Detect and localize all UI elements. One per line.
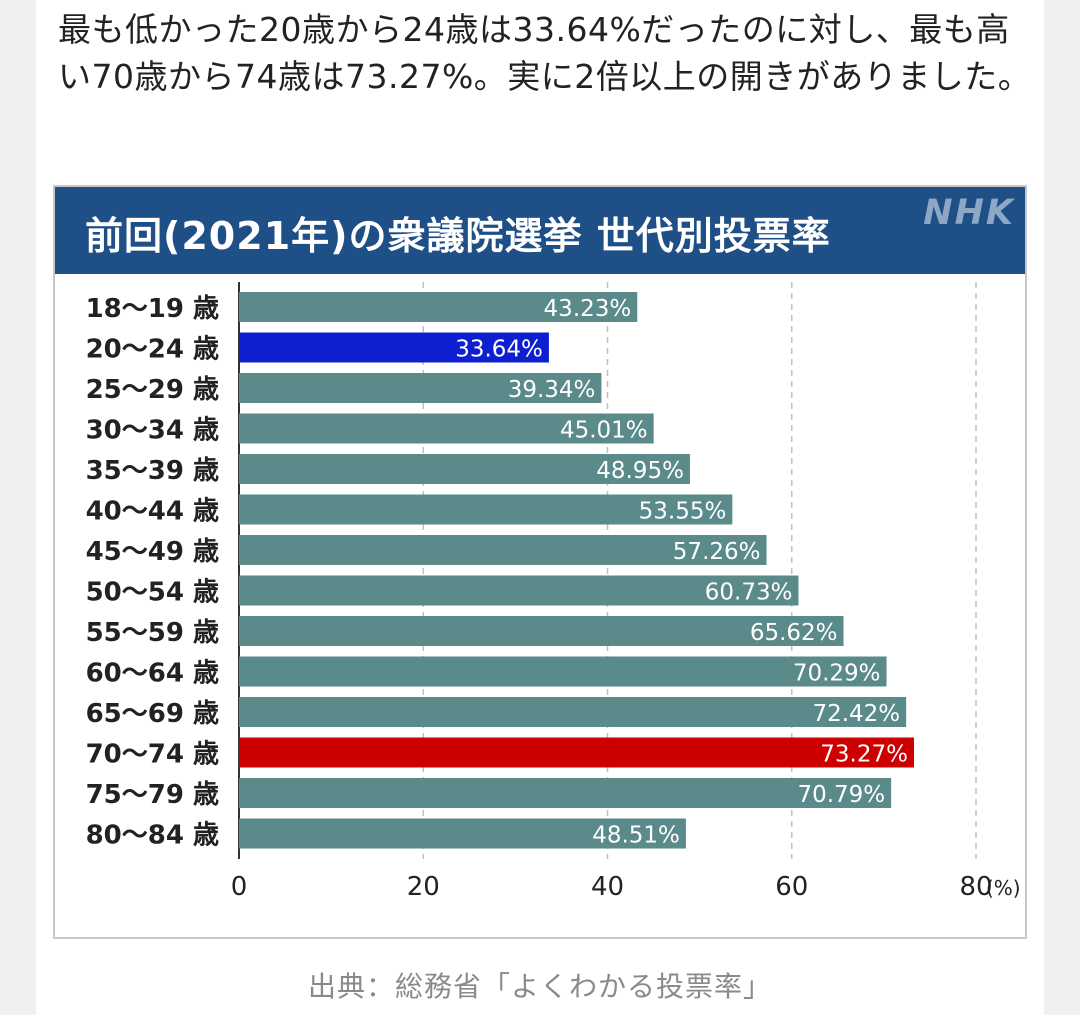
lead-paragraph: 最も低かった20歳から24歳は33.64%だったのに対し、最も高い70歳から74… [58, 10, 1032, 96]
x-axis-unit: (%) [986, 876, 1021, 900]
category-label: 25〜29 歳 [86, 375, 219, 405]
value-label: 70.29% [793, 661, 881, 687]
category-label: 45〜49 歳 [86, 537, 219, 567]
bar [239, 494, 733, 525]
x-tick-label: 80 [959, 872, 992, 902]
bar [239, 616, 844, 646]
category-label: 18〜19 歳 [86, 294, 219, 324]
value-label: 70.79% [797, 782, 885, 808]
x-tick-label: 0 [231, 872, 248, 902]
bar [239, 373, 602, 403]
value-label: 60.73% [705, 580, 793, 606]
category-label: 20〜24 歳 [86, 335, 219, 365]
category-label: 40〜44 歳 [86, 497, 219, 527]
chart-figure: 前回(2021年)の衆議院選挙 世代別投票率 NHK 18〜19 歳 43.23%… [53, 185, 1027, 939]
category-label: 75〜79 歳 [86, 780, 219, 810]
category-label: 65〜69 歳 [86, 699, 219, 729]
category-label: 80〜84 歳 [86, 821, 219, 851]
category-label: 70〜74 歳 [86, 740, 219, 770]
value-label: 73.27% [820, 742, 908, 768]
value-label: 33.64% [455, 337, 543, 363]
x-tick-label: 40 [591, 872, 624, 902]
category-label: 30〜34 歳 [86, 416, 219, 446]
bar [239, 818, 686, 849]
category-label: 55〜59 歳 [86, 618, 219, 648]
article-body: 最も低かった20歳から24歳は33.64%だったのに対し、最も高い70歳から74… [36, 0, 1044, 1015]
source-caption: 出典：総務省「よくわかる投票率」 [307, 970, 772, 1003]
bar [239, 413, 654, 444]
bar [239, 535, 767, 565]
category-label: 50〜54 歳 [86, 578, 219, 608]
bar [239, 778, 892, 808]
bar [239, 292, 638, 322]
value-label: 72.42% [812, 701, 900, 727]
value-label: 48.51% [592, 823, 680, 849]
x-tick-label: 60 [775, 872, 808, 902]
bar [239, 575, 799, 606]
x-tick-label: 20 [407, 872, 440, 902]
bar [239, 697, 907, 727]
value-label: 53.55% [639, 499, 727, 525]
category-label: 35〜39 歳 [86, 456, 219, 486]
value-label: 43.23% [544, 296, 632, 322]
bar [239, 656, 887, 687]
value-label: 48.95% [596, 458, 684, 484]
value-label: 45.01% [560, 418, 648, 444]
bar-chart: 18〜19 歳 43.23% 20〜24 歳 33.64% 25〜29 歳 39.34% 3… [86, 282, 1021, 902]
value-label: 39.34% [508, 377, 596, 403]
bar [239, 454, 690, 484]
value-label: 65.62% [750, 620, 838, 646]
bar [239, 737, 914, 768]
chart-title: 前回(2021年)の衆議院選挙 世代別投票率 [85, 214, 831, 258]
nhk-logo: NHK [923, 193, 1015, 233]
chart-header: 前回(2021年)の衆議院選挙 世代別投票率 NHK [55, 187, 1025, 274]
bar [239, 332, 549, 363]
value-label: 57.26% [673, 539, 761, 565]
category-label: 60〜64 歳 [86, 659, 219, 689]
